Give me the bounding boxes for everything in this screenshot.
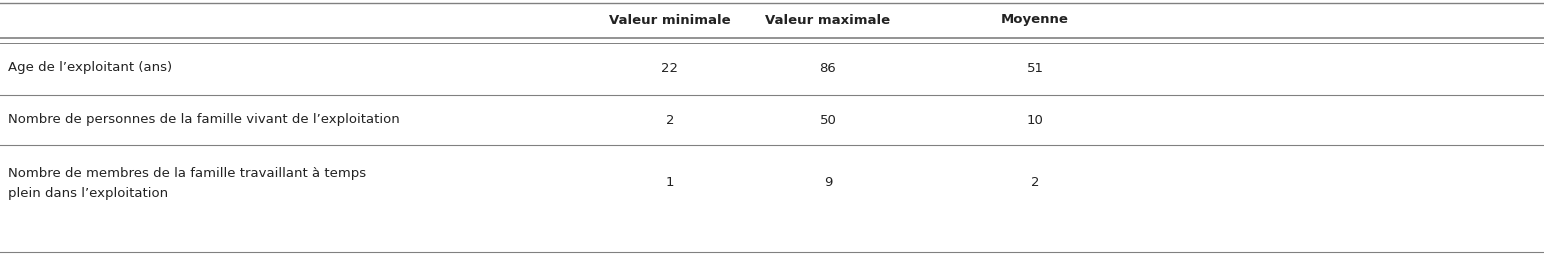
Text: Valeur maximale: Valeur maximale	[766, 14, 891, 26]
Text: 2: 2	[1031, 177, 1039, 189]
Text: Moyenne: Moyenne	[1001, 14, 1068, 26]
Text: Valeur minimale: Valeur minimale	[610, 14, 730, 26]
Text: 22: 22	[661, 61, 678, 75]
Text: 2: 2	[665, 114, 675, 126]
Text: 86: 86	[820, 61, 837, 75]
Text: Nombre de membres de la famille travaillant à temps: Nombre de membres de la famille travaill…	[8, 167, 366, 179]
Text: 51: 51	[1027, 61, 1044, 75]
Text: 1: 1	[665, 177, 675, 189]
Text: 9: 9	[824, 177, 832, 189]
Text: plein dans l’exploitation: plein dans l’exploitation	[8, 187, 168, 199]
Text: Age de l’exploitant (ans): Age de l’exploitant (ans)	[8, 61, 171, 75]
Text: 50: 50	[820, 114, 837, 126]
Text: 10: 10	[1027, 114, 1044, 126]
Text: Nombre de personnes de la famille vivant de l’exploitation: Nombre de personnes de la famille vivant…	[8, 114, 400, 126]
